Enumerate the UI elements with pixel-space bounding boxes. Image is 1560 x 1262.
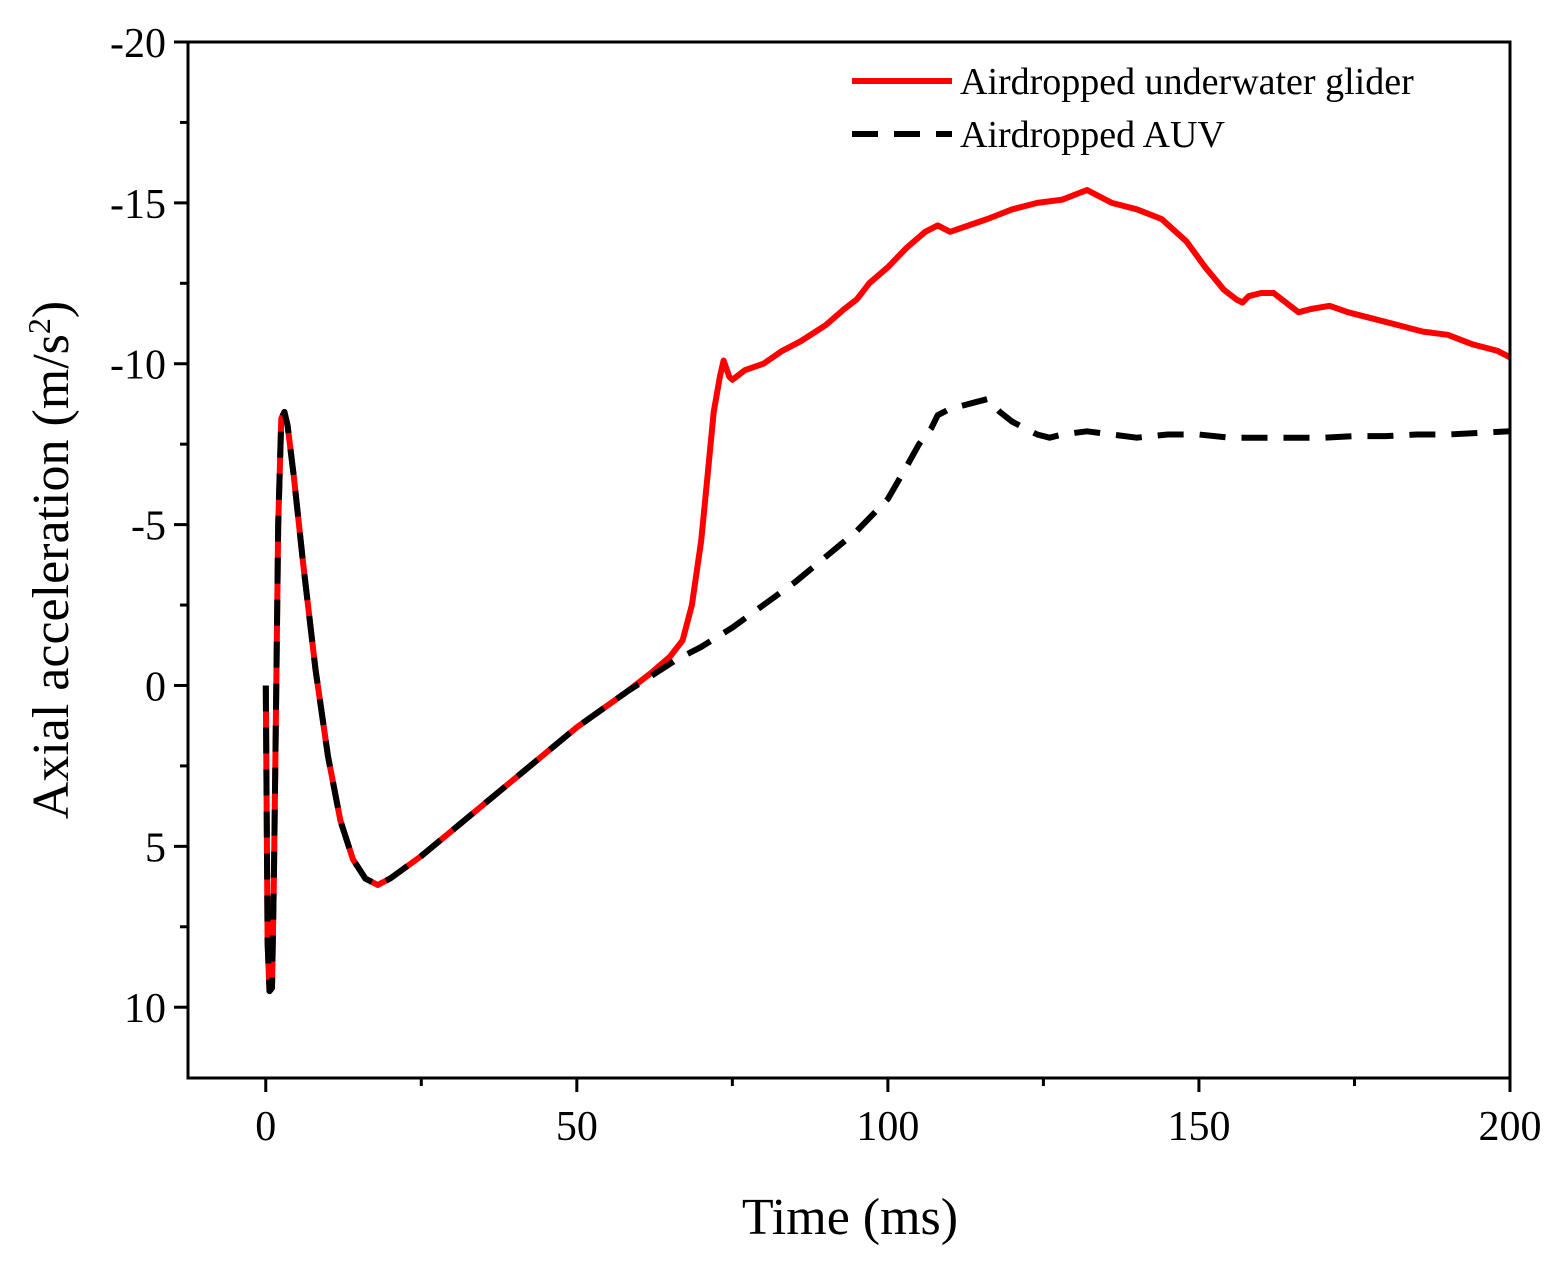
x-tick-label: 150 [1167,1104,1230,1150]
x-tick-label: 100 [856,1104,919,1150]
legend-label-auv: Airdropped AUV [960,114,1225,156]
legend: Airdropped underwater glider Airdropped … [852,61,1414,156]
y-axis-label: Axial acceleration (m/s2) [21,301,80,819]
y-axis-label-main: Axial acceleration (m/s [23,334,80,819]
x-tick-label: 50 [556,1104,598,1150]
series-line-glider [262,187,1510,995]
x-tick-label: 0 [255,1104,276,1150]
y-tick-label: 10 [124,986,166,1032]
y-tick-label: 0 [145,664,166,710]
x-tick-label: 200 [1479,1104,1542,1150]
x-axis-label: Time (ms) [742,1189,958,1246]
tick-labels-layer: 0 50 100 150 200 -20 -15 -10 -5 0 5 10 [110,21,1542,1150]
plot-frame [186,40,1512,1080]
series-line-auv [262,396,1510,995]
y-tick-label: -10 [110,343,166,389]
series-layer [262,187,1510,995]
y-tick-label: 5 [145,825,166,871]
y-axis-label-superscript: 2 [21,318,57,334]
y-tick-label: -20 [110,21,166,67]
y-tick-label: -15 [110,182,166,228]
y-axis-label-suffix: ) [23,301,80,318]
y-tick-label: -5 [131,504,166,550]
legend-label-glider: Airdropped underwater glider [960,61,1414,103]
ticks-layer [174,40,1512,1092]
